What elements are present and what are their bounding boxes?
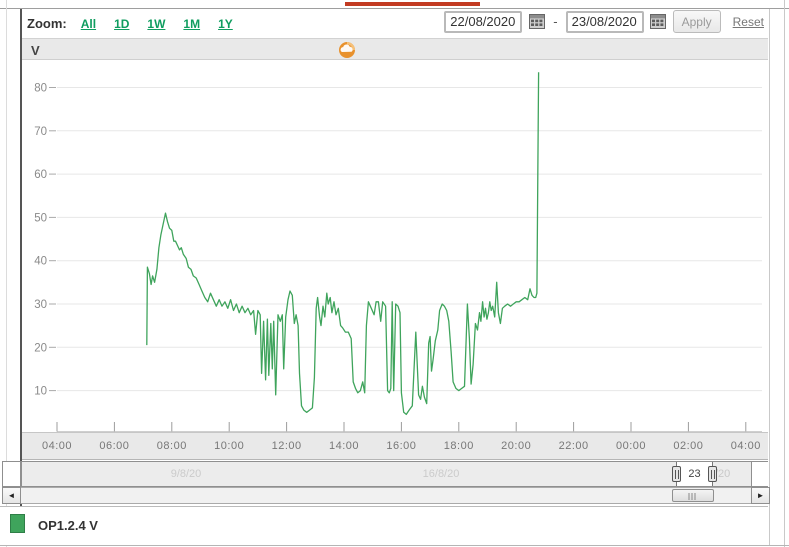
navigator-selection-label: 23	[688, 468, 701, 480]
zoom-preset-1m[interactable]: 1M	[183, 16, 201, 31]
x-axis-tick-label: 04:00	[730, 440, 761, 452]
top-frame-line	[0, 8, 789, 9]
x-axis-tick-label: 14:00	[328, 440, 360, 452]
navigator-end-zone	[751, 462, 768, 486]
y-axis-unit-band: V	[22, 38, 768, 60]
x-axis-tick-label: 18:00	[443, 440, 474, 452]
horizontal-scrollbar: ◄ ►	[0, 487, 770, 504]
scrollbar-thumb[interactable]	[672, 489, 714, 502]
navigator-date-fragment: /20	[715, 468, 731, 480]
series-line	[146, 72, 540, 416]
legend-series-name[interactable]: OP1.2.4 V	[38, 518, 98, 533]
legend-swatch[interactable]	[10, 514, 25, 533]
y-axis-tick-label: 70	[34, 126, 47, 138]
zoom-preset-1d[interactable]: 1D	[114, 16, 130, 31]
x-axis-tick-label: 02:00	[673, 440, 704, 452]
reset-link[interactable]: Reset	[732, 14, 764, 29]
x-axis-tick-label: 08:00	[156, 440, 187, 452]
calendar-icon	[650, 14, 667, 29]
x-axis-tick-label: 22:00	[558, 440, 589, 452]
y-axis-tick-label: 80	[34, 83, 47, 95]
left-frame-line	[6, 0, 7, 547]
grip-icon	[711, 470, 715, 479]
y-axis-tick-label: 10	[34, 386, 47, 398]
x-axis-label-band: 04:00 06:00 08:00 10:00 12:00 14:00 16:00 18:00…	[22, 432, 768, 460]
y-axis-unit-label: V	[31, 43, 40, 58]
zoom-preset-1w[interactable]: 1W	[147, 16, 166, 31]
navigator-left-cell	[2, 461, 21, 487]
navigator-left-handle[interactable]	[672, 466, 681, 482]
calendar-icon	[528, 14, 545, 29]
apply-button[interactable]: Apply	[672, 10, 721, 33]
x-axis-tick-label: 00:00	[615, 440, 647, 452]
loading-spinner-icon	[338, 41, 356, 59]
zoom-preset-1y[interactable]: 1Y	[218, 16, 233, 31]
zoom-preset-all[interactable]: All	[80, 16, 97, 31]
navigator-week-label: 16/8/20	[422, 468, 460, 480]
x-axis-tick-label: 04:00	[41, 440, 73, 452]
scrollbar-right-arrow-button[interactable]: ►	[751, 487, 770, 504]
chart-svg: 10 20 30 40 50 60 70 80	[34, 72, 762, 432]
y-axis-tick-label: 30	[34, 299, 47, 311]
navigator-track[interactable]: 23 /20 9/8/20 16/8/20	[21, 461, 768, 487]
date-range-controls: - Apply Reset	[444, 10, 764, 33]
x-axis-tick-label: 20:00	[501, 440, 532, 452]
grip-icon	[675, 470, 679, 479]
right-outer-frame-line	[784, 0, 785, 547]
y-axis-tick-label: 60	[34, 169, 47, 181]
navigator-week-label: 9/8/20	[170, 468, 202, 480]
zoom-presets-label: Zoom:	[27, 16, 67, 31]
date-from-calendar-button[interactable]	[528, 13, 545, 30]
date-to-input[interactable]	[565, 10, 644, 33]
date-from-input[interactable]	[444, 10, 523, 33]
navigator: 23 /20 9/8/20 16/8/20	[0, 461, 768, 487]
y-axis-tick-label: 20	[34, 342, 47, 354]
scrollbar-track[interactable]	[21, 487, 751, 504]
bottom-frame-line	[0, 545, 789, 546]
legend: OP1.2.4 V	[0, 506, 768, 545]
scrollbar-left-arrow-button[interactable]: ◄	[2, 487, 21, 504]
navigator-right-handle[interactable]	[708, 466, 717, 482]
y-axis-tick-label: 50	[34, 212, 47, 224]
date-range-separator: -	[553, 14, 558, 29]
x-axis-tick-label: 10:00	[214, 440, 245, 452]
grip-icon	[688, 493, 698, 500]
zoom-preset-links: All 1D 1W 1M 1Y	[81, 17, 233, 31]
x-axis-tick-label: 12:00	[271, 440, 302, 452]
chart-toolbar: Zoom: All 1D 1W 1M 1Y -	[22, 10, 768, 37]
column-divider-line	[20, 9, 22, 506]
top-loading-bar	[345, 2, 480, 6]
right-inner-frame-line	[769, 9, 770, 545]
x-axis-tick-label: 06:00	[99, 440, 130, 452]
navigator-selected-range[interactable]: 23	[676, 462, 713, 486]
date-to-calendar-button[interactable]	[650, 13, 667, 30]
y-axis-tick-label: 40	[34, 256, 47, 268]
x-axis-tick-label: 16:00	[386, 440, 417, 452]
chart-plot-area[interactable]: 10 20 30 40 50 60 70 80	[22, 60, 768, 432]
